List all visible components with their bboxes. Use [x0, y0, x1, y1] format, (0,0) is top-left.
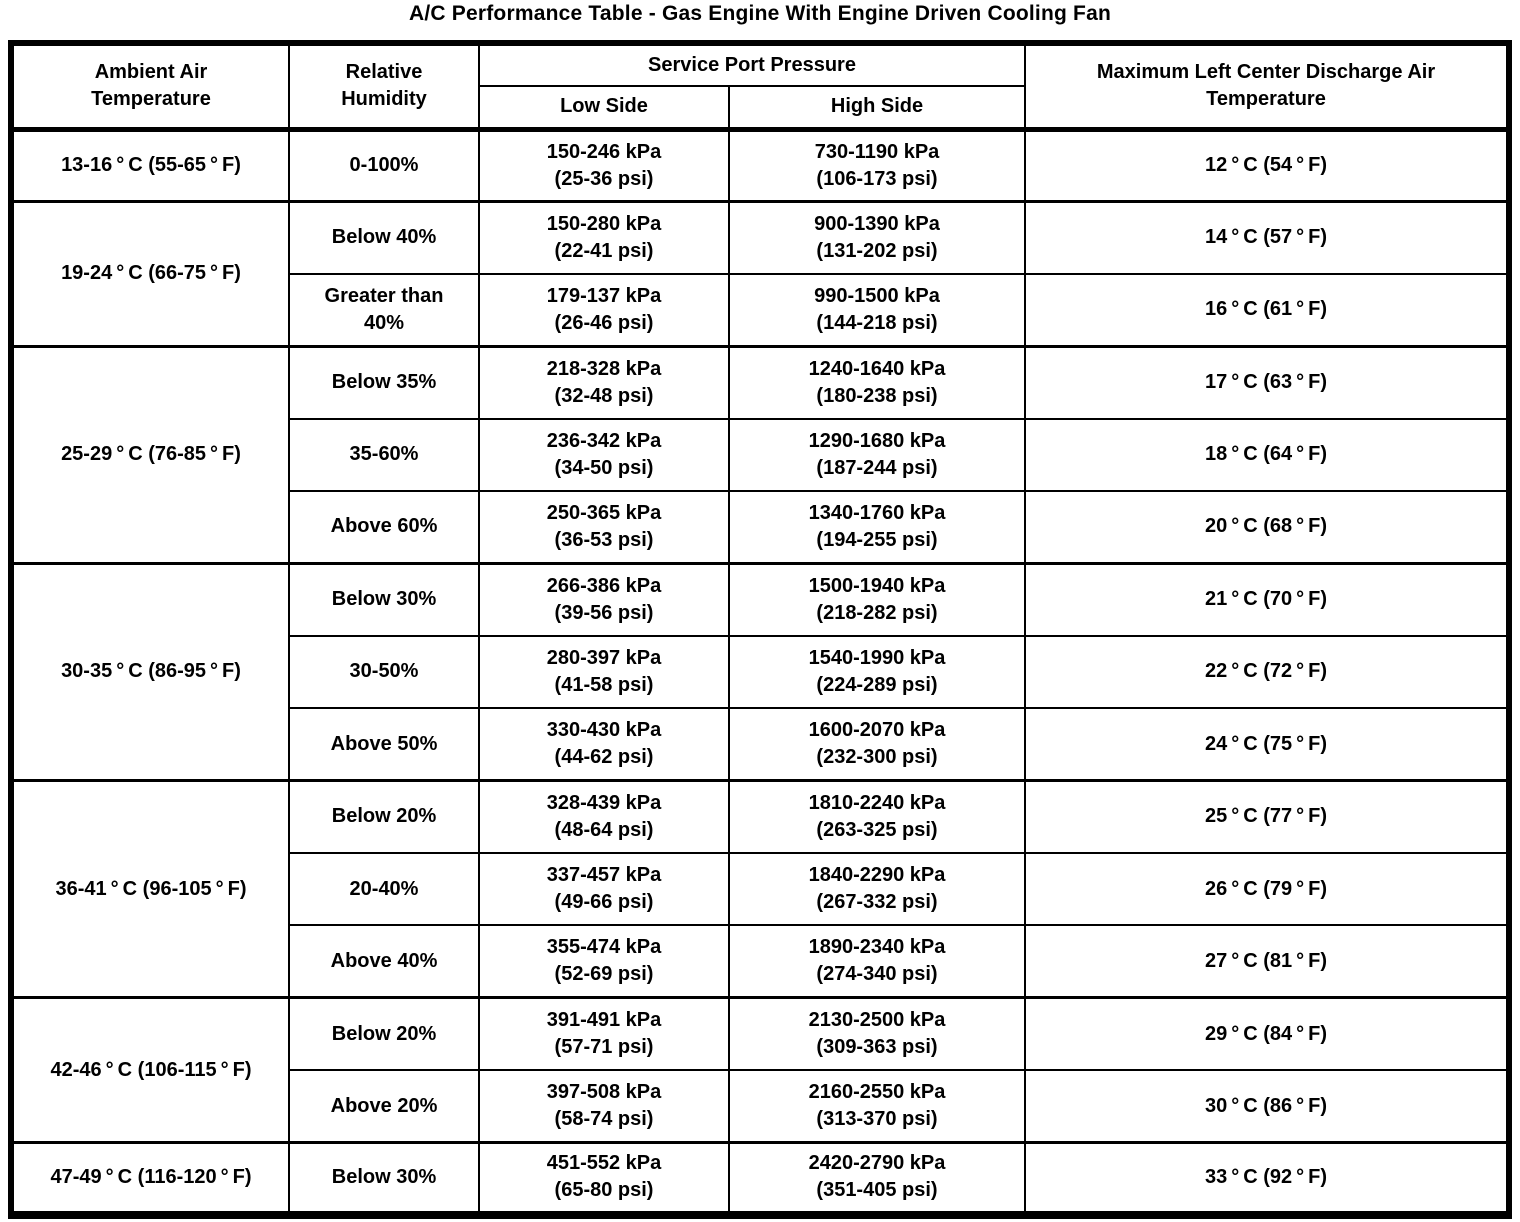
low-side-pressure-cell: 391-491 kPa (57-71 psi): [478, 996, 730, 1072]
high-side-pressure-cell: 1810-2240 kPa (263-325 psi): [728, 779, 1026, 854]
table-row: 20-40% 337-457 kPa (49-66 psi) 1840-2290 k…: [11, 851, 1510, 927]
ambient-temp-cell: 19-24 ° C (66-75 ° F): [10, 199, 290, 348]
discharge-temp-cell: 18 ° C (64 ° F): [1024, 417, 1510, 492]
table-row: Above 50% 330-430 kPa (44-62 psi) 1600-207…: [11, 707, 1510, 782]
high-side-pressure-cell: 1890-2340 kPa (274-340 psi): [728, 924, 1026, 999]
header-row-sub: Low Side High Side: [11, 85, 1509, 132]
discharge-temp-cell: 29 ° C (84 ° F): [1024, 996, 1510, 1072]
high-side-pressure-cell: 990-1500 kPa (144-218 psi): [728, 272, 1026, 348]
humidity-cell: Below 20%: [288, 779, 480, 854]
high-side-pressure-cell: 1500-1940 kPa (218-282 psi): [728, 561, 1026, 637]
low-side-pressure-cell: 280-397 kPa (41-58 psi): [478, 634, 730, 710]
low-side-pressure-cell: 150-280 kPa (22-41 psi): [478, 199, 730, 275]
table-row: 30-35 ° C (86-95 ° F) Below 30% 266-386 kP…: [10, 561, 1510, 782]
humidity-cell: 20-40%: [288, 851, 480, 927]
discharge-temp-cell: 17 ° C (63 ° F): [1024, 344, 1510, 420]
discharge-temp-cell: 12 ° C (54 ° F): [1024, 126, 1510, 203]
low-side-pressure-cell: 150-246 kPa (25-36 psi): [478, 126, 730, 203]
table-row: 30-50% 280-397 kPa (41-58 psi) 1540-1990 k…: [11, 634, 1510, 710]
humidity-cell: Below 30%: [288, 1140, 480, 1216]
ambient-temp-cell: 30-35 ° C (86-95 ° F): [10, 561, 290, 782]
humidity-cell: Above 40%: [288, 924, 480, 999]
discharge-temp-cell: 24 ° C (75 ° F): [1024, 707, 1510, 782]
low-side-pressure-cell: 250-365 kPa (36-53 psi): [478, 489, 730, 565]
humidity-cell: 35-60%: [288, 417, 480, 492]
discharge-temp-cell: 14 ° C (57 ° F): [1024, 199, 1510, 275]
high-side-pressure-cell: 1340-1760 kPa (194-255 psi): [728, 489, 1026, 565]
humidity-cell: Greater than 40%: [288, 272, 480, 348]
ambient-temp-cell: 36-41 ° C (96-105 ° F): [10, 779, 290, 999]
table-row: 19-24 ° C (66-75 ° F) Below 40% 150-280 kP…: [10, 199, 1510, 348]
ambient-temp-cell: 42-46 ° C (106-115 ° F): [10, 996, 290, 1144]
high-side-pressure-cell: 1600-2070 kPa (232-300 psi): [728, 707, 1026, 782]
table-row: 13-16 ° C (55-65 ° F) 0-100% 150-246 kPa (…: [10, 126, 1510, 203]
high-side-pressure-cell: 1540-1990 kPa (224-289 psi): [728, 634, 1026, 710]
discharge-temp-cell: 26 ° C (79 ° F): [1024, 851, 1510, 927]
low-side-pressure-cell: 328-439 kPa (48-64 psi): [478, 779, 730, 854]
low-side-pressure-cell: 266-386 kPa (39-56 psi): [478, 561, 730, 637]
humidity-cell: 0-100%: [288, 126, 480, 203]
humidity-cell: Above 50%: [288, 707, 480, 782]
discharge-temp-cell: 20 ° C (68 ° F): [1024, 489, 1510, 565]
humidity-cell: Above 60%: [288, 489, 480, 565]
table-row: Above 60% 250-365 kPa (36-53 psi) 1340-176…: [11, 489, 1510, 565]
table-row: 42-46 ° C (106-115 ° F) Below 20% 391-491 …: [10, 996, 1510, 1144]
high-side-pressure-cell: 2160-2550 kPa (313-370 psi): [728, 1069, 1026, 1144]
table-row: 47-49 ° C (116-120 ° F) Below 30% 451-552 …: [10, 1140, 1510, 1216]
discharge-temp-cell: 25 ° C (77 ° F): [1024, 779, 1510, 854]
high-side-pressure-cell: 1240-1640 kPa (180-238 psi): [728, 344, 1026, 420]
low-side-pressure-cell: 355-474 kPa (52-69 psi): [478, 924, 730, 999]
table-body: 13-16 ° C (55-65 ° F) 0-100% 150-246 kPa (…: [10, 126, 1510, 1216]
low-side-pressure-cell: 330-430 kPa (44-62 psi): [478, 707, 730, 782]
table-row: Above 20% 397-508 kPa (58-74 psi) 2160-255…: [11, 1069, 1510, 1144]
ambient-temp-cell: 13-16 ° C (55-65 ° F): [10, 126, 290, 203]
high-side-pressure-cell: 2420-2790 kPa (351-405 psi): [728, 1140, 1026, 1216]
table-row: Above 40% 355-474 kPa (52-69 psi) 1890-234…: [11, 924, 1510, 999]
table-row: 25-29 ° C (76-85 ° F) Below 35% 218-328 kP…: [10, 344, 1510, 565]
table-row: 35-60% 236-342 kPa (34-50 psi) 1290-1680 k…: [11, 417, 1510, 492]
header-row-top: Ambient Air Temperature Relative Humidit…: [10, 42, 1510, 132]
low-side-pressure-cell: 337-457 kPa (49-66 psi): [478, 851, 730, 927]
header-service-port-pressure: Service Port Pressure: [478, 42, 1026, 87]
header-relative-humidity: Relative Humidity: [288, 42, 480, 132]
low-side-pressure-cell: 397-508 kPa (58-74 psi): [478, 1069, 730, 1144]
ambient-temp-cell: 47-49 ° C (116-120 ° F): [10, 1140, 290, 1216]
table-row: 36-41 ° C (96-105 ° F) Below 20% 328-439 k…: [10, 779, 1510, 999]
high-side-pressure-cell: 1290-1680 kPa (187-244 psi): [728, 417, 1026, 492]
humidity-cell: Below 40%: [288, 199, 480, 275]
header-high-side: High Side: [728, 85, 1026, 132]
high-side-pressure-cell: 730-1190 kPa (106-173 psi): [728, 126, 1026, 203]
header-max-discharge-air-temperature: Maximum Left Center Discharge Air Temper…: [1024, 42, 1510, 132]
low-side-pressure-cell: 236-342 kPa (34-50 psi): [478, 417, 730, 492]
table-title: A/C Performance Table - Gas Engine With …: [408, 2, 1111, 25]
low-side-pressure-cell: 451-552 kPa (65-80 psi): [478, 1140, 730, 1216]
humidity-cell: Above 20%: [288, 1069, 480, 1144]
humidity-cell: 30-50%: [288, 634, 480, 710]
header-ambient-air-temperature: Ambient Air Temperature: [10, 42, 290, 132]
low-side-pressure-cell: 218-328 kPa (32-48 psi): [478, 344, 730, 420]
discharge-temp-cell: 30 ° C (86 ° F): [1024, 1069, 1510, 1144]
header-low-side: Low Side: [478, 85, 730, 132]
discharge-temp-cell: 27 ° C (81 ° F): [1024, 924, 1510, 999]
ac-performance-table: Ambient Air Temperature Relative Humidit…: [8, 40, 1512, 1219]
high-side-pressure-cell: 900-1390 kPa (131-202 psi): [728, 199, 1026, 275]
discharge-temp-cell: 22 ° C (72 ° F): [1024, 634, 1510, 710]
high-side-pressure-cell: 2130-2500 kPa (309-363 psi): [728, 996, 1026, 1072]
table-row: Greater than 40% 179-137 kPa (26-46 psi) 9…: [11, 272, 1510, 348]
humidity-cell: Below 30%: [288, 561, 480, 637]
humidity-cell: Below 35%: [288, 344, 480, 420]
discharge-temp-cell: 33 ° C (92 ° F): [1024, 1140, 1510, 1216]
high-side-pressure-cell: 1840-2290 kPa (267-332 psi): [728, 851, 1026, 927]
low-side-pressure-cell: 179-137 kPa (26-46 psi): [478, 272, 730, 348]
humidity-cell: Below 20%: [288, 996, 480, 1072]
table-header: Ambient Air Temperature Relative Humidit…: [10, 42, 1510, 132]
discharge-temp-cell: 21 ° C (70 ° F): [1024, 561, 1510, 637]
discharge-temp-cell: 16 ° C (61 ° F): [1024, 272, 1510, 348]
ambient-temp-cell: 25-29 ° C (76-85 ° F): [10, 344, 290, 565]
